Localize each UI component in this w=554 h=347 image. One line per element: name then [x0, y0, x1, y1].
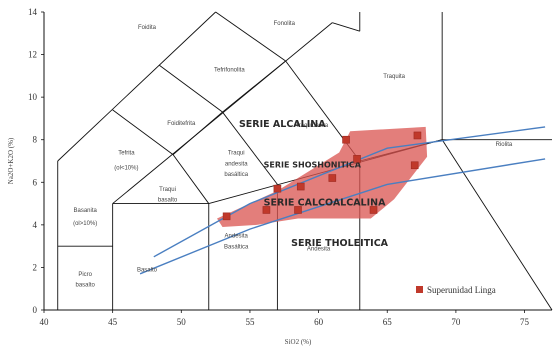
- series-label-3: SERIE THOLEITICA: [291, 238, 389, 249]
- series-label-1: SERIE SHOSHONITICA: [264, 160, 362, 169]
- field-boundary-16: [159, 64, 223, 113]
- series-divider-0: [153, 126, 546, 258]
- y-tick-label-3: 6: [33, 177, 38, 187]
- x-axis-ticks: 40 45 50 55 60 65 70 75: [40, 310, 530, 327]
- field-label-7: (ol<10%): [114, 166, 138, 172]
- series-labels: SERIE ALCALINA SERIE SHOSHONITICA SERIE CA…: [239, 119, 389, 249]
- data-point-9: [410, 161, 419, 170]
- field-boundary-1: [57, 11, 216, 162]
- data-point-10: [413, 131, 422, 140]
- field-label-10: basáltica: [224, 172, 248, 178]
- field-label-2: Tefrifonolita: [214, 68, 245, 74]
- data-point-0: [222, 212, 231, 221]
- y-tick-label-0: 0: [33, 305, 38, 315]
- series-divider-lines: [139, 126, 546, 275]
- field-label-0: Foidita: [138, 25, 157, 31]
- legend-label: Superunidad Linga: [427, 285, 496, 295]
- field-boundary-11: [222, 111, 278, 185]
- y-axis-title: Na2O+K2O (%): [7, 137, 15, 184]
- y-tick-label-5: 10: [28, 92, 38, 102]
- x-tick-label-0: 40: [40, 317, 50, 327]
- data-points: [222, 131, 422, 221]
- field-label-19: Basalto: [137, 268, 158, 274]
- series-label-0: SERIE ALCALINA: [239, 119, 326, 130]
- field-boundary-14: [172, 111, 223, 155]
- field-boundary-17: [215, 11, 286, 62]
- y-axis-ticks: 0 2 4 6 8 10 12 14: [28, 7, 44, 315]
- x-tick-label-6: 70: [451, 317, 461, 327]
- series-label-2: SERIE CALCOALCALINA: [264, 198, 386, 209]
- data-point-7: [353, 155, 361, 163]
- field-label-4: Traquita: [383, 74, 405, 80]
- field-label-17: Basáltica: [224, 244, 249, 250]
- plot-frame: [43, 12, 552, 311]
- field-label-18: Andesita: [307, 246, 331, 252]
- field-label-8: Traqui: [228, 151, 245, 157]
- data-point-2: [273, 184, 282, 193]
- field-label-9: andesita: [225, 161, 248, 167]
- field-boundary-10: [172, 154, 210, 204]
- data-point-8: [369, 206, 378, 214]
- field-label-15: Riolita: [496, 142, 513, 148]
- data-point-6: [342, 135, 350, 144]
- field-boundary-13: [112, 109, 174, 155]
- x-tick-label-5: 65: [383, 317, 393, 327]
- x-axis-title: SiO2 (%): [285, 338, 312, 346]
- y-tick-label-4: 8: [33, 135, 38, 145]
- superunidad-linga-field: [217, 126, 428, 227]
- y-tick-label-7: 14: [28, 7, 38, 17]
- series-divider-1: [139, 158, 546, 275]
- field-label-5: Traquidacita: [295, 123, 328, 129]
- x-tick-label-2: 50: [177, 317, 187, 327]
- field-label-12: basalto: [158, 197, 178, 203]
- field-label-13: Basanita: [74, 208, 98, 214]
- field-label-6: Tefrita: [118, 151, 135, 157]
- field-label-3: Foiditefrita: [167, 121, 196, 127]
- x-tick-label-4: 60: [314, 317, 324, 327]
- x-tick-label-3: 55: [245, 317, 255, 327]
- data-point-1: [262, 206, 271, 214]
- legend-swatch: [416, 286, 423, 293]
- data-point-4: [296, 182, 305, 191]
- legend: Superunidad Linga: [416, 285, 496, 295]
- field-boundary-15: [222, 60, 286, 113]
- field-labels: Foidita Fonolita Tefrifonolita Foiditefrita…: [73, 21, 513, 289]
- field-label-20: Picro: [78, 272, 92, 278]
- field-boundary-4: [112, 22, 333, 204]
- field-label-21: basalto: [76, 283, 96, 289]
- field-label-14: (ol>10%): [73, 221, 97, 227]
- field-label-1: Fonolita: [274, 21, 296, 27]
- x-tick-label-1: 45: [108, 317, 118, 327]
- data-point-5: [328, 174, 337, 182]
- data-point-3: [294, 206, 302, 214]
- field-boundary-21: [441, 139, 553, 311]
- y-tick-label-1: 2: [33, 262, 38, 272]
- field-label-16: Andesita: [225, 234, 249, 240]
- x-tick-label-7: 75: [520, 317, 530, 327]
- field-boundary-18: [332, 22, 360, 32]
- y-tick-label-6: 12: [28, 50, 37, 60]
- field-label-11: Traqui: [159, 187, 176, 193]
- y-tick-label-2: 4: [33, 220, 38, 230]
